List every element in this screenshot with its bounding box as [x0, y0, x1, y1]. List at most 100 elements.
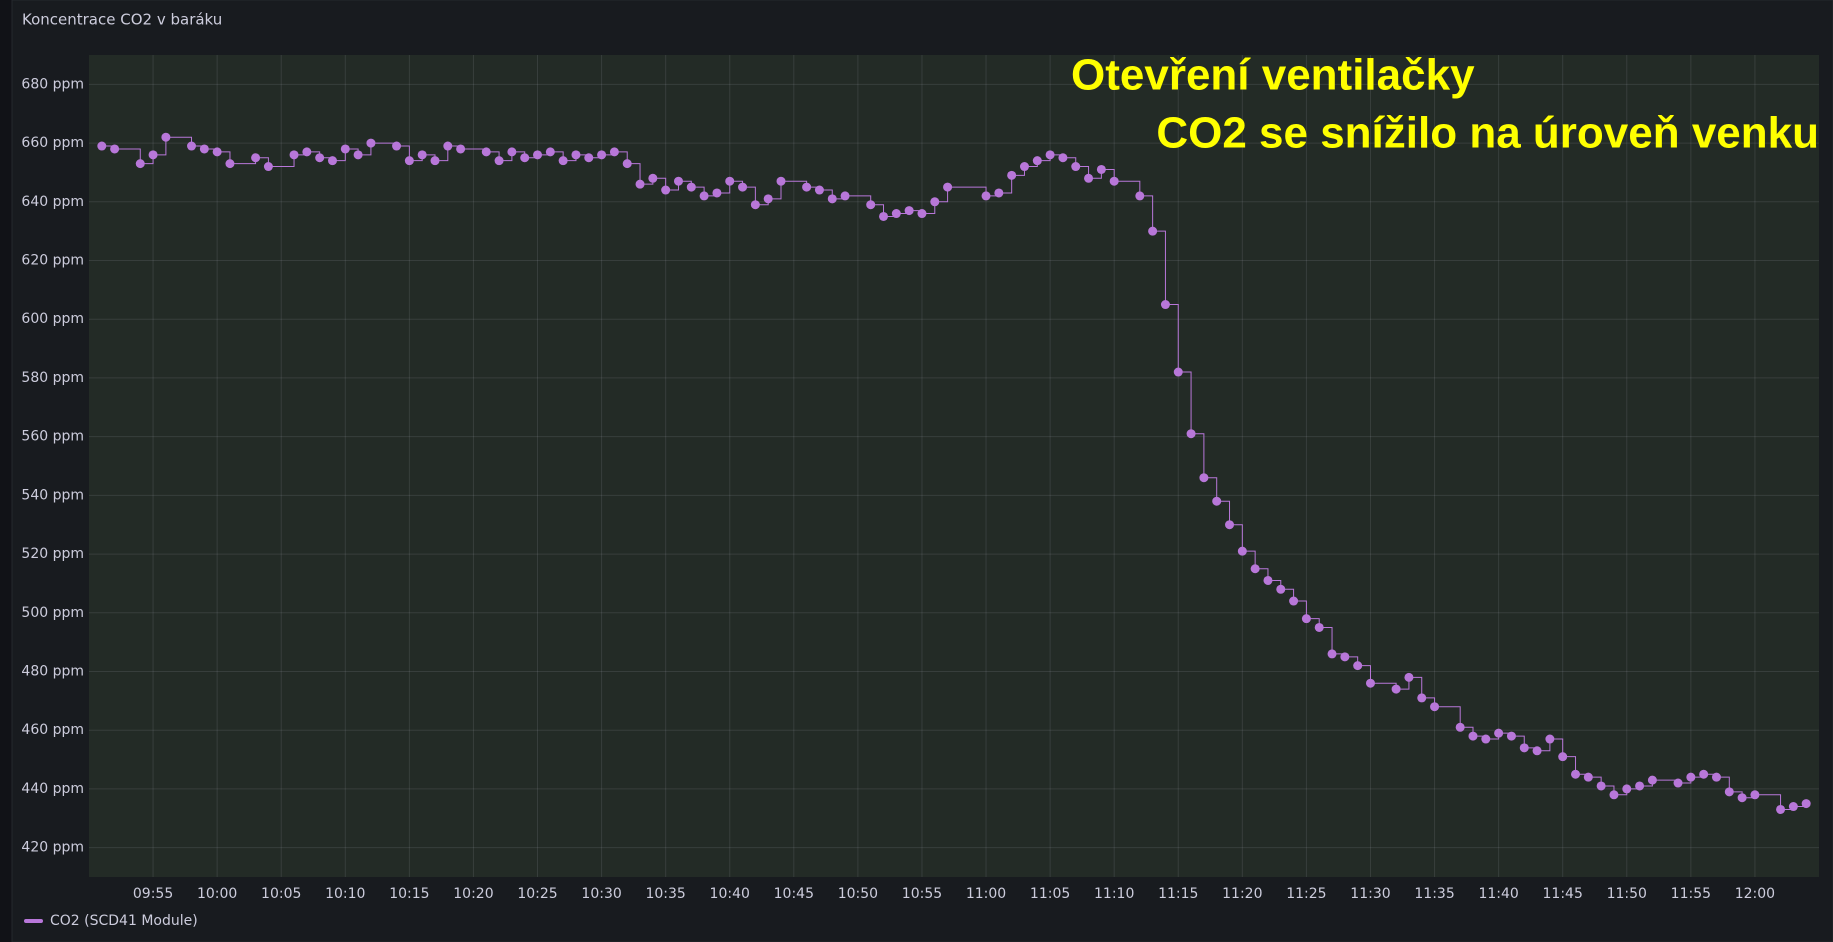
- data-point: [110, 144, 120, 154]
- data-point: [609, 147, 619, 157]
- data-point: [648, 173, 658, 183]
- x-tick-label: 10:30: [581, 886, 621, 902]
- y-tick-label: 640 ppm: [21, 194, 84, 210]
- data-point: [353, 150, 363, 160]
- data-point: [891, 209, 901, 219]
- x-tick-label: 10:45: [774, 886, 814, 902]
- data-point: [1417, 693, 1427, 703]
- x-tick-label: 11:20: [1222, 886, 1262, 902]
- data-point: [1007, 170, 1017, 180]
- data-point: [930, 197, 940, 207]
- data-point: [199, 144, 209, 154]
- data-point: [1199, 473, 1209, 483]
- y-tick-label: 560 ppm: [21, 429, 84, 445]
- data-point: [1430, 702, 1440, 712]
- data-point: [97, 141, 107, 151]
- x-tick-label: 10:15: [389, 886, 429, 902]
- data-point: [1340, 652, 1350, 662]
- data-point: [187, 141, 197, 151]
- plot-area: [89, 55, 1819, 877]
- data-point: [1532, 746, 1542, 756]
- data-point: [686, 182, 696, 192]
- x-tick-label: 11:10: [1094, 886, 1134, 902]
- data-point: [1558, 752, 1568, 762]
- data-point: [763, 194, 773, 204]
- data-point: [1019, 162, 1029, 172]
- x-tick-label: 11:00: [966, 886, 1006, 902]
- legend-label: CO2 (SCD41 Module): [50, 913, 198, 929]
- data-point: [750, 200, 760, 210]
- x-tick-label: 10:50: [838, 886, 878, 902]
- data-point: [622, 159, 632, 169]
- data-point: [302, 147, 312, 157]
- x-tick-label: 10:20: [453, 886, 493, 902]
- x-tick-label: 10:55: [902, 886, 942, 902]
- data-point: [776, 176, 786, 186]
- data-point: [597, 150, 607, 160]
- data-point: [443, 141, 453, 151]
- data-point: [545, 147, 555, 157]
- x-tick-label: 10:25: [517, 886, 557, 902]
- data-point: [1365, 678, 1375, 688]
- data-point: [1788, 802, 1798, 812]
- data-point: [1750, 790, 1760, 800]
- data-point: [943, 182, 953, 192]
- data-point: [994, 188, 1004, 198]
- y-tick-label: 460 ppm: [21, 722, 84, 738]
- data-point: [212, 147, 222, 157]
- data-point: [289, 150, 299, 160]
- data-point: [1686, 772, 1696, 782]
- data-point: [1353, 661, 1363, 671]
- y-tick-label: 440 ppm: [21, 781, 84, 797]
- data-point: [1776, 804, 1786, 814]
- data-point: [1596, 781, 1606, 791]
- annotation: Otevření ventilačky: [1071, 51, 1475, 100]
- data-point: [1801, 799, 1811, 809]
- data-point: [161, 132, 171, 142]
- data-point: [571, 150, 581, 160]
- data-point: [1583, 772, 1593, 782]
- data-point: [712, 188, 722, 198]
- data-point: [802, 182, 812, 192]
- data-point: [251, 153, 261, 163]
- data-point: [725, 176, 735, 186]
- y-tick-label: 600 ppm: [21, 311, 84, 327]
- data-point: [866, 200, 876, 210]
- data-point: [1263, 575, 1273, 585]
- data-point: [1609, 790, 1619, 800]
- data-point: [430, 156, 440, 166]
- data-point: [494, 156, 504, 166]
- data-point: [533, 150, 543, 160]
- data-point: [1058, 153, 1068, 163]
- data-point: [1519, 743, 1529, 753]
- data-point: [904, 206, 914, 216]
- data-point: [699, 191, 709, 201]
- y-tick-label: 520 ppm: [21, 546, 84, 562]
- y-tick-label: 540 ppm: [21, 487, 84, 503]
- data-point: [1237, 546, 1247, 556]
- data-point: [1673, 778, 1683, 788]
- data-point: [1545, 734, 1555, 744]
- data-point: [1096, 164, 1106, 174]
- data-point: [1699, 769, 1709, 779]
- data-point: [263, 162, 273, 172]
- data-point: [1724, 787, 1734, 797]
- data-point: [814, 185, 824, 195]
- y-tick-label: 660 ppm: [21, 135, 84, 151]
- data-point: [456, 144, 466, 154]
- x-tick-label: 09:55: [133, 886, 173, 902]
- data-point: [738, 182, 748, 192]
- data-point: [392, 141, 402, 151]
- panel-title: Koncentrace CO2 v baráku: [22, 11, 222, 29]
- data-point: [417, 150, 427, 160]
- data-point: [366, 138, 376, 148]
- data-point: [879, 211, 889, 221]
- data-point: [1071, 162, 1081, 172]
- data-point: [404, 156, 414, 166]
- data-point: [1622, 784, 1632, 794]
- data-point: [1711, 772, 1721, 782]
- data-point: [1289, 596, 1299, 606]
- data-point: [1327, 649, 1337, 659]
